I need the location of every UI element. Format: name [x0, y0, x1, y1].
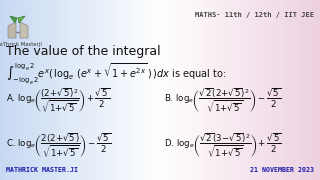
Text: MATHRICK MASTER.JI: MATHRICK MASTER.JI: [6, 167, 78, 173]
Text: $\int_{-\log_e 2}^{\log_e 2} e^x(\,\log_e\,(e^x + \sqrt{1+e^{2x}}\,)\,)dx$ is eq: $\int_{-\log_e 2}^{\log_e 2} e^x(\,\log_…: [6, 62, 227, 87]
Text: 21 NOVEMBER 2023: 21 NOVEMBER 2023: [250, 167, 314, 173]
Text: A. $\log_e\!\left(\dfrac{(2{+}\sqrt{5})^2}{\sqrt{1{+}\sqrt{5}}}\right)+\dfrac{\s: A. $\log_e\!\left(\dfrac{(2{+}\sqrt{5})^…: [6, 87, 110, 115]
Text: MaThrick Masterji: MaThrick Masterji: [0, 42, 41, 47]
Polygon shape: [8, 22, 16, 38]
Text: MATHS- 11th / 12th / IIT JEE: MATHS- 11th / 12th / IIT JEE: [195, 12, 314, 18]
Text: The value of the integral: The value of the integral: [6, 45, 161, 58]
Text: C. $\log_e\!\left(\dfrac{2(2{+}\sqrt{5})}{\sqrt{1{+}\sqrt{5}}}\right)-\dfrac{\sq: C. $\log_e\!\left(\dfrac{2(2{+}\sqrt{5})…: [6, 132, 111, 160]
Polygon shape: [10, 16, 17, 23]
Polygon shape: [20, 22, 28, 38]
Polygon shape: [18, 16, 25, 23]
Text: D. $\log_e\!\left(\dfrac{\sqrt{2}(3{-}\sqrt{5})^2}{\sqrt{1{+}\sqrt{5}}}\right)+\: D. $\log_e\!\left(\dfrac{\sqrt{2}(3{-}\s…: [164, 132, 282, 160]
Text: B. $\log_e\!\left(\dfrac{\sqrt{2}(2{+}\sqrt{5})^2}{\sqrt{1{+}\sqrt{5}}}\right)-\: B. $\log_e\!\left(\dfrac{\sqrt{2}(2{+}\s…: [164, 87, 281, 115]
